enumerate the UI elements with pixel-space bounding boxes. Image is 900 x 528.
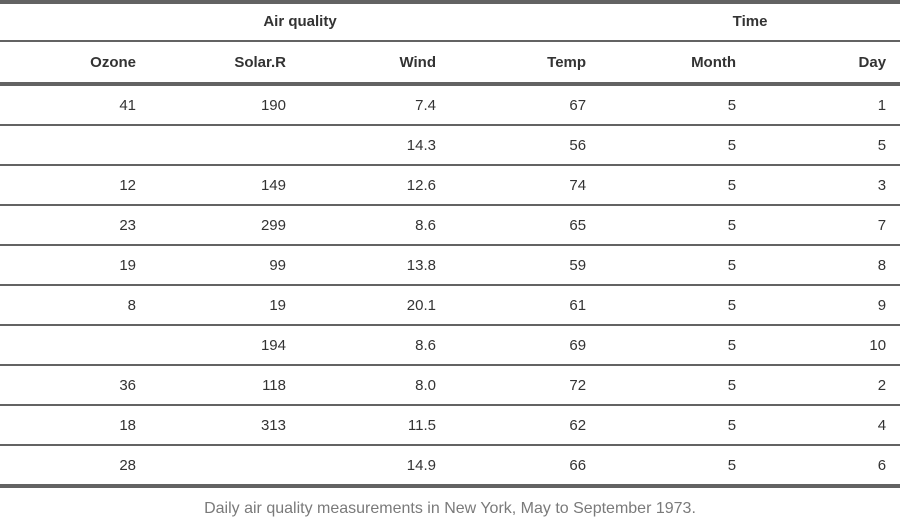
- cell-wind: 13.8: [300, 245, 450, 286]
- cell-temp: 69: [450, 325, 601, 366]
- table-row: 14.3 56 5 5: [0, 125, 900, 166]
- cell-solar-r: 19: [150, 285, 300, 326]
- cell-month: 5: [600, 405, 751, 446]
- table-row: 12 149 12.6 74 5 3: [0, 165, 900, 206]
- cell-wind: 11.5: [300, 405, 450, 446]
- cell-day: 6: [750, 445, 900, 488]
- cell-day: 10: [750, 325, 900, 366]
- table-row: 19 99 13.8 59 5 8: [0, 245, 900, 286]
- column-header-month: Month: [600, 42, 751, 86]
- air-quality-table: Air quality Time Ozone Solar.R Wind Temp…: [0, 0, 900, 488]
- spanner-time-label: Time: [600, 4, 900, 42]
- cell-month: 5: [600, 445, 751, 488]
- spanner-time: Time: [600, 0, 900, 42]
- cell-month: 5: [600, 365, 751, 406]
- cell-solar-r: 190: [150, 84, 300, 126]
- cell-solar-r: [150, 445, 300, 488]
- cell-ozone: [0, 325, 150, 366]
- cell-temp: 59: [450, 245, 601, 286]
- table-row: 28 14.9 66 5 6: [0, 445, 900, 488]
- table-row: 36 118 8.0 72 5 2: [0, 365, 900, 406]
- cell-solar-r: 149: [150, 165, 300, 206]
- cell-wind: 20.1: [300, 285, 450, 326]
- cell-temp: 67: [450, 84, 601, 126]
- cell-day: 8: [750, 245, 900, 286]
- cell-temp: 66: [450, 445, 601, 488]
- cell-ozone: 41: [0, 84, 150, 126]
- cell-ozone: 8: [0, 285, 150, 326]
- table-body: 41 190 7.4 67 5 1 14.3 56 5 5 12 149 12.…: [0, 84, 900, 488]
- cell-month: 5: [600, 325, 751, 366]
- cell-solar-r: 194: [150, 325, 300, 366]
- cell-month: 5: [600, 125, 751, 166]
- cell-wind: 12.6: [300, 165, 450, 206]
- cell-ozone: 12: [0, 165, 150, 206]
- cell-day: 5: [750, 125, 900, 166]
- table-row: 18 313 11.5 62 5 4: [0, 405, 900, 446]
- cell-solar-r: 99: [150, 245, 300, 286]
- cell-temp: 61: [450, 285, 601, 326]
- cell-wind: 14.9: [300, 445, 450, 488]
- cell-ozone: 23: [0, 205, 150, 246]
- cell-month: 5: [600, 84, 751, 126]
- cell-month: 5: [600, 205, 751, 246]
- cell-wind: 14.3: [300, 125, 450, 166]
- cell-month: 5: [600, 165, 751, 206]
- spanner-air-quality: Air quality: [0, 0, 601, 42]
- cell-ozone: 28: [0, 445, 150, 488]
- cell-temp: 74: [450, 165, 601, 206]
- cell-solar-r: 313: [150, 405, 300, 446]
- column-header-row: Ozone Solar.R Wind Temp Month Day: [0, 42, 900, 86]
- cell-wind: 8.6: [300, 205, 450, 246]
- cell-temp: 65: [450, 205, 601, 246]
- column-header-ozone: Ozone: [0, 42, 150, 86]
- spanner-air-quality-label: Air quality: [0, 4, 601, 42]
- column-header-day: Day: [750, 42, 900, 86]
- cell-solar-r: [150, 125, 300, 166]
- table-row: 8 19 20.1 61 5 9: [0, 285, 900, 326]
- cell-ozone: 19: [0, 245, 150, 286]
- cell-month: 5: [600, 245, 751, 286]
- cell-day: 9: [750, 285, 900, 326]
- table-row: 194 8.6 69 5 10: [0, 325, 900, 366]
- column-spanner-row: Air quality Time: [0, 0, 900, 42]
- cell-wind: 7.4: [300, 84, 450, 126]
- cell-day: 1: [750, 84, 900, 126]
- cell-ozone: 36: [0, 365, 150, 406]
- cell-temp: 56: [450, 125, 601, 166]
- column-header-wind: Wind: [300, 42, 450, 86]
- cell-ozone: [0, 125, 150, 166]
- table-caption: Daily air quality measurements in New Yo…: [204, 500, 696, 517]
- cell-ozone: 18: [0, 405, 150, 446]
- cell-solar-r: 118: [150, 365, 300, 406]
- cell-wind: 8.0: [300, 365, 450, 406]
- column-header-solar-r: Solar.R: [150, 42, 300, 86]
- table-row: 41 190 7.4 67 5 1: [0, 84, 900, 126]
- column-header-temp: Temp: [450, 42, 601, 86]
- cell-day: 3: [750, 165, 900, 206]
- cell-temp: 72: [450, 365, 601, 406]
- cell-day: 2: [750, 365, 900, 406]
- cell-day: 7: [750, 205, 900, 246]
- cell-wind: 8.6: [300, 325, 450, 366]
- cell-month: 5: [600, 285, 751, 326]
- table-row: 23 299 8.6 65 5 7: [0, 205, 900, 246]
- cell-solar-r: 299: [150, 205, 300, 246]
- cell-day: 4: [750, 405, 900, 446]
- cell-temp: 62: [450, 405, 601, 446]
